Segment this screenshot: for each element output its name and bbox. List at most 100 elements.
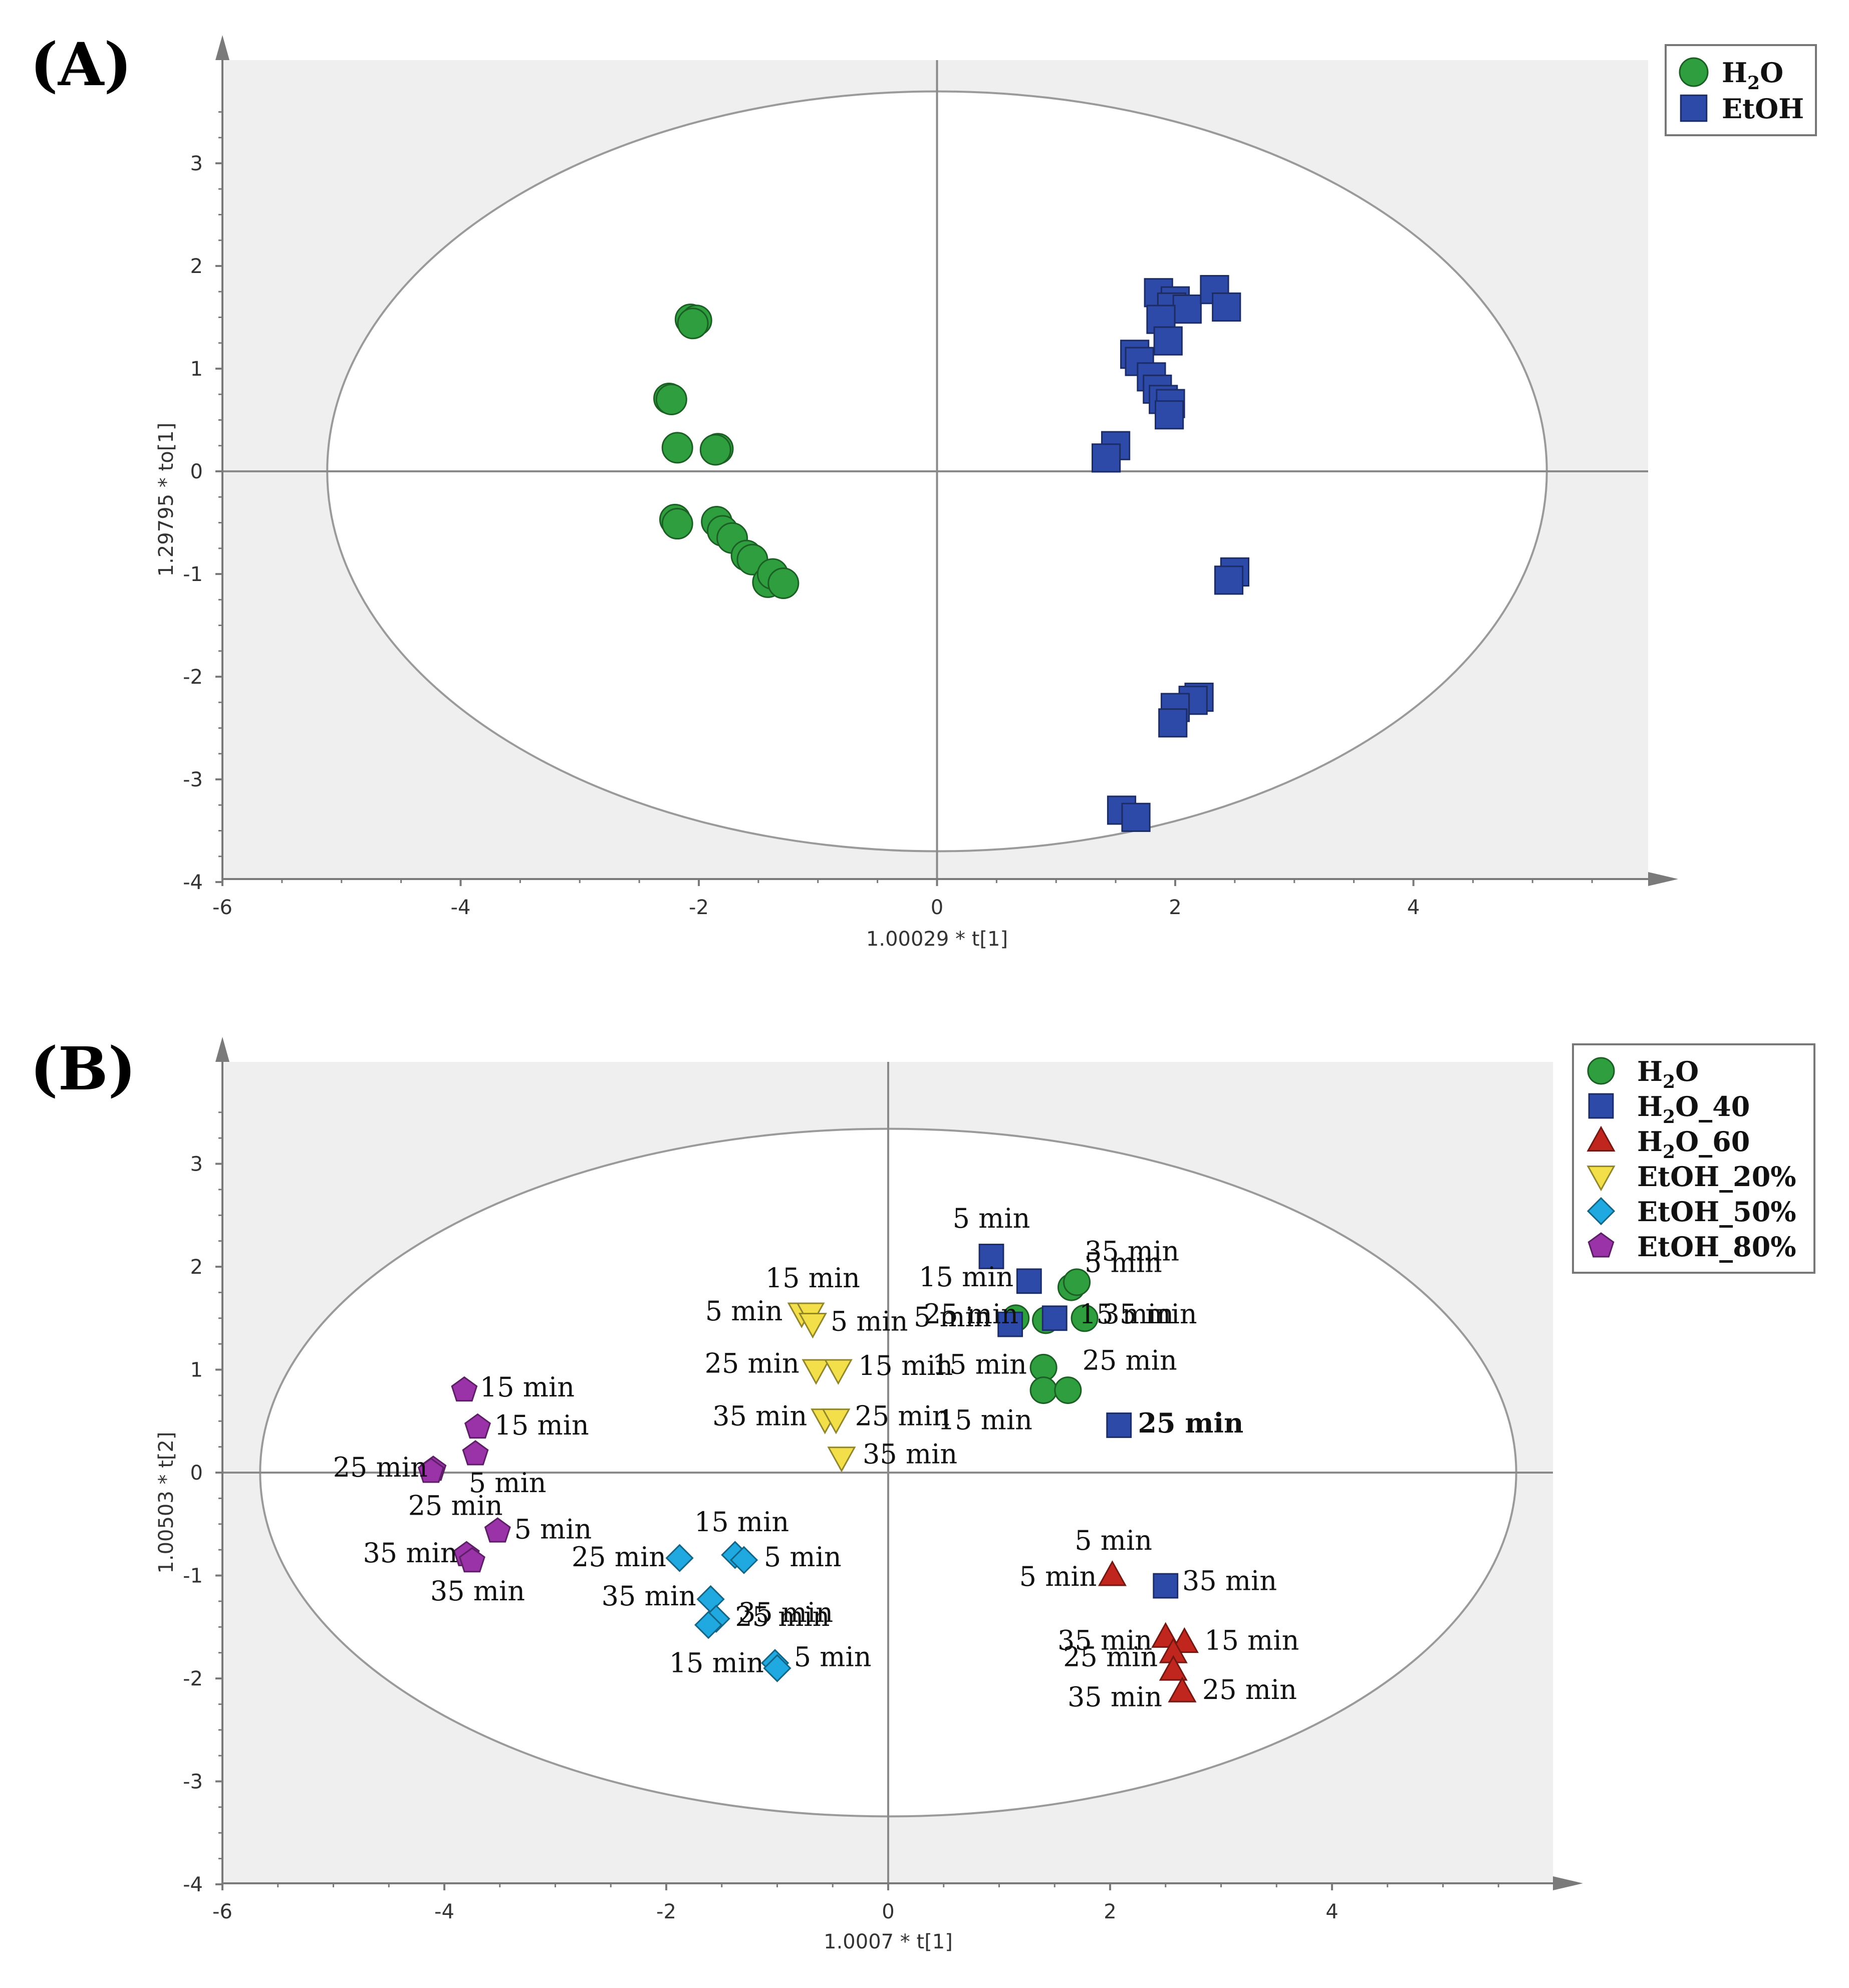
data-point <box>729 1546 758 1574</box>
point-annotation: 15 min <box>494 1409 589 1441</box>
legend-marker <box>1587 1125 1616 1152</box>
panel-label: (A) <box>30 30 132 99</box>
point-annotation: 35 min <box>1102 1298 1197 1330</box>
legend-label: H2O_60 <box>1637 1125 1750 1163</box>
data-point <box>802 1359 831 1385</box>
point-annotation: 25 min <box>735 1601 830 1632</box>
y-axis-arrow <box>215 35 229 60</box>
series-h2o-40 <box>978 1244 1179 1599</box>
y-axis-title: 1.00503 * t[2] <box>155 1432 178 1573</box>
series-etoh-20- <box>787 1302 856 1473</box>
x-axis-title: 1.00029 * t[1] <box>866 928 1008 951</box>
panel-a: (A) -6 -4 -2 0 2 4 3 2 1 0 -1 -2 -3 -4 1.00029 * t[1] 1.… <box>30 30 1817 951</box>
legend-marker <box>1680 94 1708 122</box>
series-h2o-60 <box>1098 1560 1199 1702</box>
point-annotation: 35 min <box>1058 1624 1152 1656</box>
data-point <box>699 434 731 466</box>
data-point <box>655 384 687 415</box>
point-annotation: 35 min <box>712 1400 807 1432</box>
x-tick-label: -6 <box>212 896 232 919</box>
data-point <box>1106 1412 1132 1438</box>
point-annotation: 35 min <box>1085 1236 1179 1267</box>
y-tick-label: -3 <box>183 1771 203 1794</box>
data-point <box>1155 400 1184 430</box>
data-point <box>1029 1376 1058 1404</box>
data-point <box>462 1440 489 1466</box>
legend-label: H2O <box>1637 1055 1699 1092</box>
point-annotation: 35 min <box>1182 1565 1277 1596</box>
legend-marker <box>1588 1232 1615 1258</box>
y-tick-label: 2 <box>190 1256 203 1279</box>
point-annotation: 5 min <box>1085 1247 1162 1278</box>
point-annotation: 25 min <box>1202 1674 1297 1706</box>
point-annotation: 35 min <box>1068 1681 1162 1713</box>
point-annotation: 15 min <box>919 1261 1013 1293</box>
data-point <box>665 1544 694 1572</box>
point-annotation: 15 min <box>1079 1298 1174 1330</box>
point-annotation: 15 min <box>480 1371 575 1403</box>
x-tick-label: 4 <box>1326 1900 1338 1923</box>
x-tick-label: 0 <box>882 1900 894 1923</box>
point-annotation: 15 min <box>1204 1624 1299 1656</box>
series-etoh <box>1092 275 1249 832</box>
data-point <box>798 1313 827 1339</box>
y-tick-label: 3 <box>190 1153 203 1176</box>
y-tick-label: -1 <box>183 1565 203 1588</box>
legend-marker <box>1587 1057 1615 1085</box>
data-point <box>1121 802 1151 832</box>
point-annotation: 5 min <box>764 1541 842 1573</box>
panel-b: (B) -6 -4 -2 0 2 4 3 2 1 0 -1 -2 -3 -4 1.0007 * t[1] 1.0… <box>30 1034 1815 1953</box>
x-tick-label: -6 <box>212 1900 232 1923</box>
data-point <box>1016 1268 1042 1294</box>
point-annotation: 5 min <box>705 1295 783 1327</box>
data-point <box>1071 1304 1099 1332</box>
data-point <box>822 1408 851 1435</box>
legend-label: H2O <box>1722 57 1783 94</box>
y-tick-label: 1 <box>190 358 203 381</box>
point-annotation: 5 min <box>794 1641 872 1672</box>
data-point <box>1054 1376 1082 1404</box>
data-point <box>1153 326 1183 356</box>
data-point <box>677 308 709 340</box>
data-point <box>824 1359 853 1385</box>
data-point <box>978 1244 1004 1269</box>
point-annotation: 25 min <box>1138 1407 1243 1439</box>
y-tick-label: -4 <box>183 871 203 894</box>
series-etoh-80- <box>417 1376 511 1573</box>
x-tick-label: -2 <box>689 896 709 919</box>
data-point <box>997 1311 1023 1337</box>
y-tick-label: -4 <box>183 1873 203 1896</box>
legend-label: EtOH_20% <box>1637 1161 1796 1193</box>
y-axis-arrow <box>215 1037 229 1062</box>
point-annotation: 15 min <box>932 1349 1027 1380</box>
legend-label: EtOH_50% <box>1637 1196 1796 1228</box>
point-annotation: 35 min <box>602 1580 696 1612</box>
y-tick-label: 0 <box>190 460 203 483</box>
x-tick-label: 0 <box>931 896 943 919</box>
x-tick-label: -4 <box>451 896 471 919</box>
point-annotation: 5 min <box>914 1301 991 1333</box>
data-point <box>1041 1305 1068 1331</box>
data-point <box>484 1517 511 1543</box>
legend-marker <box>1588 1093 1614 1119</box>
legend-label: H2O_40 <box>1637 1090 1750 1127</box>
point-annotation: 25 min <box>572 1541 666 1573</box>
data-point <box>1158 708 1188 738</box>
data-point <box>1159 1655 1188 1681</box>
x-tick-label: 2 <box>1169 896 1181 919</box>
legend-marker <box>1679 57 1709 87</box>
data-point <box>1168 1676 1197 1702</box>
data-point <box>1172 295 1202 324</box>
point-annotation: 35 min <box>738 1597 833 1628</box>
point-annotation: 15 min <box>765 1262 860 1294</box>
point-annotation: 15 min <box>694 1506 789 1538</box>
x-tick-label: 4 <box>1407 896 1420 919</box>
point-annotation: 35 min <box>430 1575 525 1607</box>
data-point <box>417 1458 444 1483</box>
point-annotation: 5 min <box>469 1467 547 1499</box>
series-h2o <box>653 304 800 599</box>
y-tick-label: -1 <box>183 563 203 586</box>
data-point <box>767 567 800 599</box>
